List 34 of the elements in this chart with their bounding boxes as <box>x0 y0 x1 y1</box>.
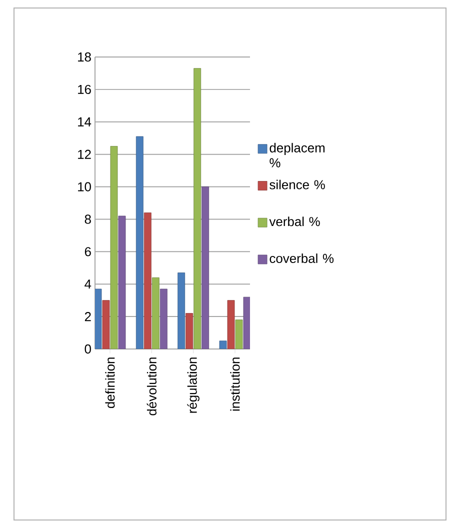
x-tick-label: régulation <box>187 358 200 413</box>
legend-label: coverbal % <box>270 254 334 264</box>
y-tick-label: 4 <box>84 280 92 289</box>
y-tick-label: 0 <box>84 344 91 354</box>
legend-label: silence % <box>270 180 325 190</box>
bar <box>136 136 144 349</box>
bar <box>118 216 126 349</box>
bar <box>178 272 186 349</box>
bar <box>243 296 250 349</box>
bar <box>144 212 152 349</box>
bar <box>219 340 227 349</box>
legend-label: deplacem % <box>270 142 325 168</box>
bar <box>202 186 210 349</box>
bar <box>102 300 110 349</box>
bar <box>235 320 243 349</box>
bar <box>152 277 160 349</box>
y-tick-label: 12 <box>78 150 91 159</box>
y-tick-label: 6 <box>84 247 91 256</box>
legend-label: verbal % <box>269 216 320 226</box>
y-tick-label: 8 <box>84 214 91 224</box>
bar <box>227 300 235 349</box>
y-tick-label: 16 <box>78 84 91 94</box>
x-tick-label: institution <box>230 358 240 411</box>
y-tick-label: 18 <box>78 52 91 62</box>
bar <box>194 68 202 349</box>
y-tick-label: 14 <box>78 117 92 126</box>
bar <box>110 146 118 349</box>
x-tick-label: definition <box>105 358 115 408</box>
bar <box>95 288 102 349</box>
x-tick-label: dévolution <box>146 358 156 416</box>
bar <box>186 313 194 349</box>
y-tick-label: 2 <box>84 312 91 322</box>
bar <box>160 288 168 349</box>
y-tick-label: 10 <box>78 182 91 192</box>
